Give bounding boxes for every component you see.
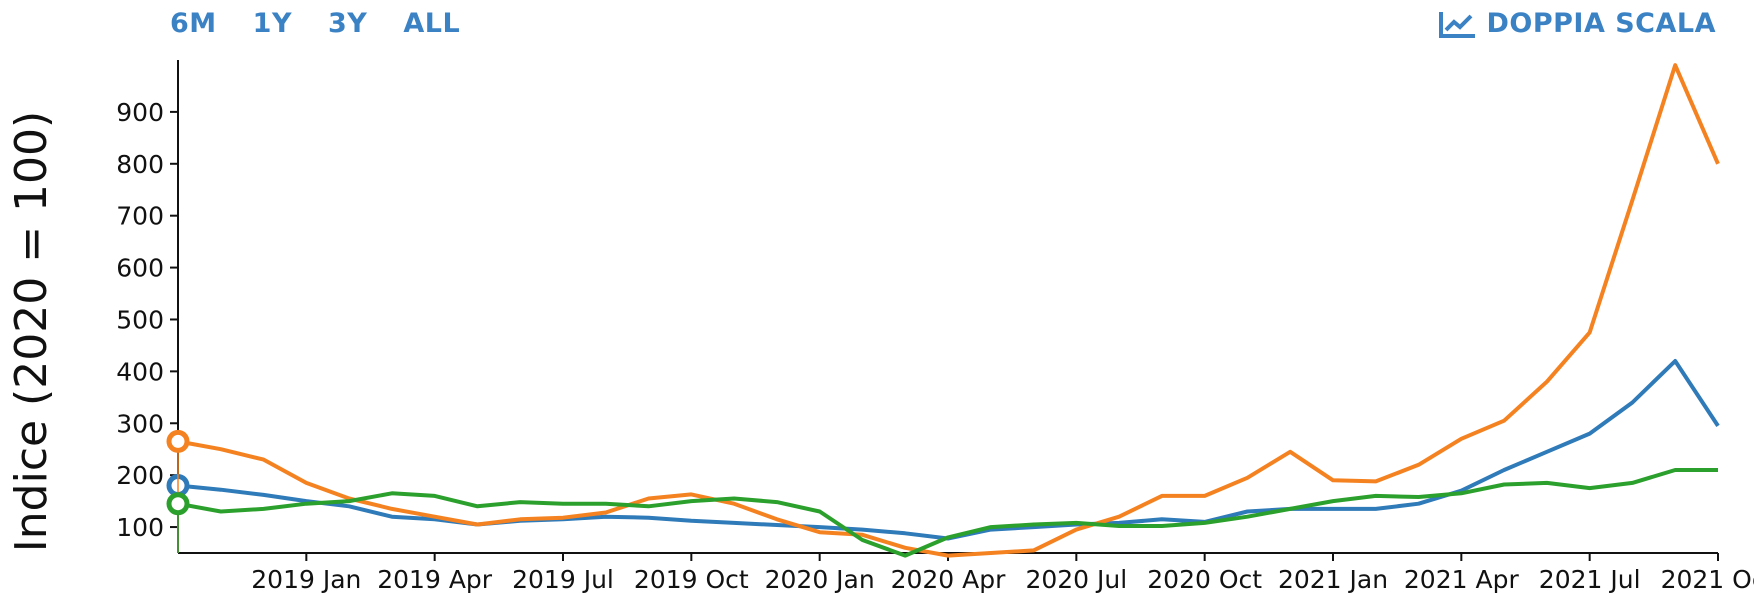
y-tick-label: 100 [116,513,164,542]
y-tick-label: 300 [116,409,164,438]
dual-scale-label: DOPPIA SCALA [1486,8,1716,39]
dual-scale-button[interactable]: DOPPIA SCALA [1438,8,1716,39]
time-range-selector: 6M 1Y 3Y ALL [170,8,460,39]
series-line-3 [177,468,1718,558]
x-tick-label: 2021 Oct [1661,565,1754,594]
x-tick-label: 2021 Apr [1404,565,1520,594]
range-1y-button[interactable]: 1Y [252,8,292,39]
y-axis-title: Indice (2020 = 100) [6,111,57,552]
series-line-2 [177,63,1720,558]
x-tick-label: 2021 Jul [1539,565,1641,594]
y-tick-label: 800 [116,150,164,179]
y-tick-label: 400 [116,357,164,386]
series-start-point[interactable] [166,429,190,453]
y-tick-label: 600 [116,254,164,283]
x-tick-label: 2019 Oct [634,565,749,594]
x-tick-label: 2020 Apr [891,565,1007,594]
y-tick-label: 500 [116,305,164,334]
x-tick-label: 2020 Jan [765,565,875,594]
chart-start-markers [166,429,190,553]
line-chart-icon [1439,11,1476,38]
x-tick-label: 2020 Jul [1025,565,1127,594]
series-start-point[interactable] [166,492,190,516]
range-6m-button[interactable]: 6M [170,8,217,39]
y-tick-label: 900 [116,98,164,127]
range-all-button[interactable]: ALL [403,8,461,39]
range-3y-button[interactable]: 3Y [328,8,368,39]
y-tick-label: 700 [116,202,164,231]
x-tick-label: 2019 Jul [512,565,614,594]
chart-series [177,63,1720,558]
x-tick-label: 2019 Jan [251,565,361,594]
chart-axes: 100 200 300 400 500 600 700 800 900 2019 Jan 2019 … [116,60,1754,594]
x-tick-label: 2019 Apr [377,565,493,594]
x-tick-label: 2020 Oct [1147,565,1262,594]
x-tick-label: 2021 Jan [1278,565,1388,594]
y-tick-label: 200 [116,461,164,490]
